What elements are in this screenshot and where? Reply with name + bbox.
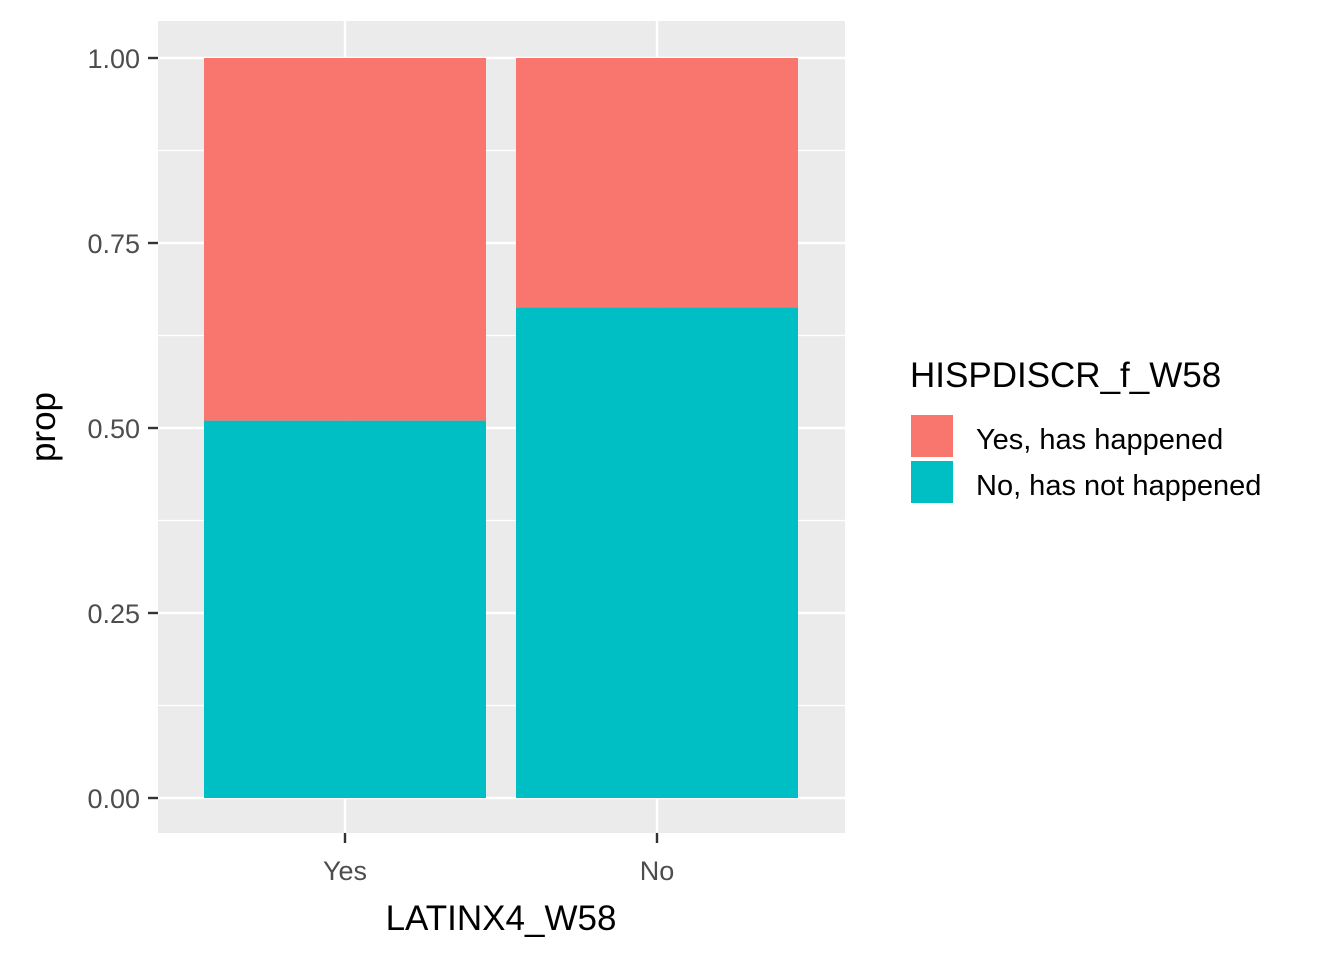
y-tick-label: 0.00 — [87, 784, 140, 814]
bars — [204, 58, 798, 798]
legend-label-yes: Yes, has happened — [976, 424, 1223, 456]
legend: HISPDISCR_f_W58 Yes, has happened No, ha… — [910, 356, 1261, 503]
x-axis: Yes No — [323, 833, 674, 886]
y-tick-label: 1.00 — [87, 44, 140, 74]
bar-no-yes-has-happened — [516, 58, 798, 308]
bar-no-no-has-not-happened — [516, 307, 798, 798]
y-tick-label: 0.50 — [87, 414, 140, 444]
y-axis: 0.00 0.25 0.50 0.75 1.00 — [87, 44, 158, 814]
legend-title: HISPDISCR_f_W58 — [910, 356, 1221, 395]
y-tick-label: 0.25 — [87, 599, 140, 629]
x-tick-label: No — [640, 856, 675, 886]
legend-label-no: No, has not happened — [976, 470, 1261, 502]
legend-key-no — [911, 461, 953, 503]
x-tick-label: Yes — [323, 856, 367, 886]
y-tick-label: 0.75 — [87, 229, 140, 259]
y-axis-title: prop — [24, 392, 63, 462]
bar-yes-no-has-not-happened — [204, 420, 486, 798]
x-axis-title: LATINX4_W58 — [386, 899, 617, 938]
legend-key-yes — [911, 415, 953, 457]
bar-yes-yes-has-happened — [204, 58, 486, 421]
